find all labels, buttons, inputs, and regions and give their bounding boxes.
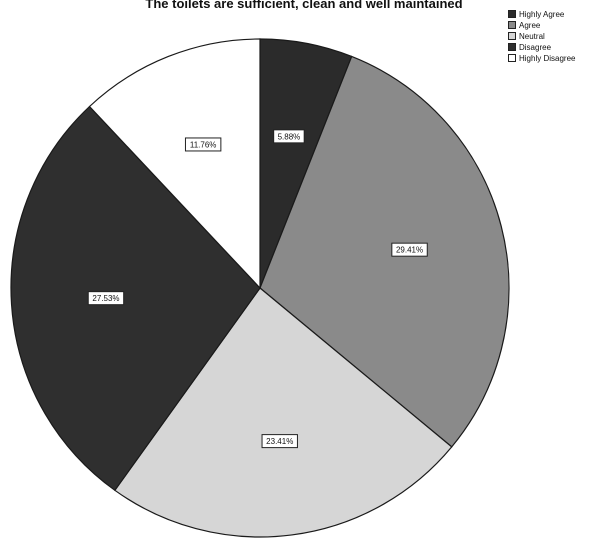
legend-swatch: [508, 43, 516, 51]
legend-item-highly-disagree: Highly Disagree: [508, 53, 606, 63]
data-label-text: 29.41%: [396, 246, 423, 255]
legend-swatch: [508, 21, 516, 29]
pie-slice-neutral: [114, 287, 453, 538]
legend-label: Neutral: [519, 31, 545, 41]
pie-slice-agree: [259, 55, 510, 448]
legend-swatch: [508, 54, 516, 62]
legend-item-neutral: Neutral: [508, 31, 606, 41]
chart-title: The toilets are sufficient, clean and we…: [145, 0, 463, 11]
legend-label: Highly Disagree: [519, 53, 576, 63]
data-label-disagree: 27.53%: [87, 291, 125, 306]
legend-item-disagree: Disagree: [508, 42, 606, 52]
data-label-box: [261, 434, 298, 449]
data-label-text: 11.76%: [190, 140, 217, 149]
data-label-box: [184, 137, 222, 152]
legend-label: Agree: [519, 20, 541, 30]
pie-data-labels: 5.88% 29.41% 23.41% 27.53% 11.76%: [87, 129, 428, 449]
legend-swatch: [508, 32, 516, 40]
data-label-box: [391, 242, 428, 257]
data-label-text: 27.53%: [92, 294, 119, 303]
legend-item-agree: Agree: [508, 20, 606, 30]
legend-label: Highly Agree: [519, 9, 565, 19]
data-label-neutral: 23.41%: [261, 434, 298, 449]
pie-slice-disagree: [10, 105, 261, 492]
data-label-text: 23.41%: [266, 437, 293, 446]
data-label-agree: 29.41%: [391, 242, 428, 257]
data-label-box: [273, 129, 305, 144]
data-label-text: 5.88%: [278, 132, 301, 141]
pie-slice-highly-disagree: [88, 38, 261, 290]
chart-legend: Highly Agree Agree Neutral Disagree Highly D…: [508, 9, 606, 64]
legend-swatch: [508, 10, 516, 18]
legend-label: Disagree: [519, 42, 552, 52]
legend-item-highly-agree: Highly Agree: [508, 9, 606, 19]
data-label-highly-disagree: 11.76%: [184, 137, 222, 152]
data-label-box: [87, 291, 125, 306]
pie-slices: [10, 38, 510, 538]
data-label-highly-agree: 5.88%: [273, 129, 305, 144]
